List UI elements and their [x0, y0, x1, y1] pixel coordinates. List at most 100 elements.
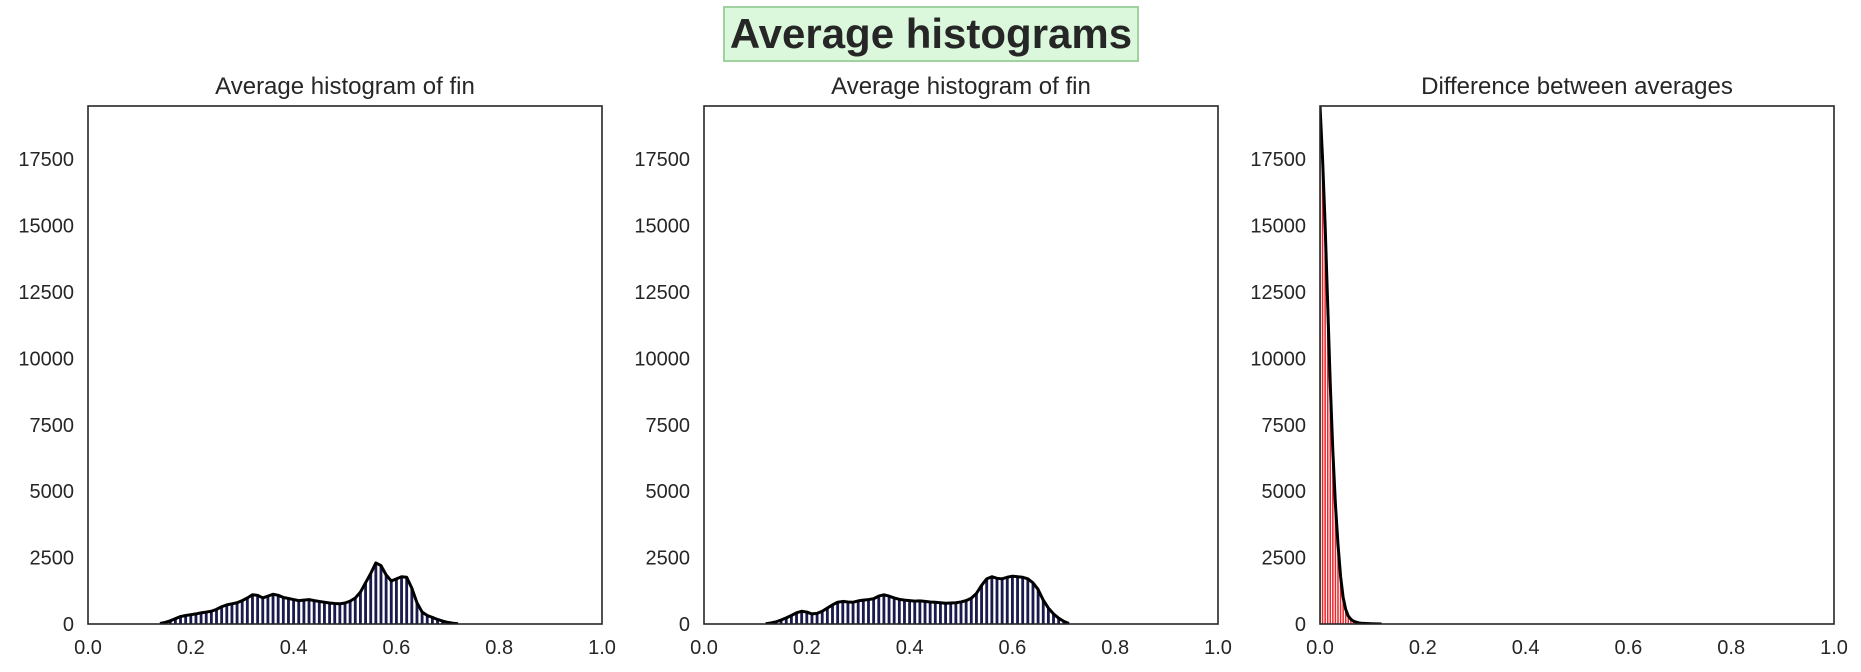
plot-area-1 — [158, 561, 460, 624]
y-tick-label: 5000 — [646, 481, 691, 503]
x-tick-label: 0.6 — [998, 637, 1026, 659]
y-tick-label: 0 — [1295, 614, 1306, 636]
histogram-bar — [400, 576, 403, 624]
histogram-bar — [985, 578, 989, 624]
histogram-bar — [276, 595, 280, 624]
histogram-bar — [836, 602, 840, 624]
histogram-bar — [959, 601, 963, 624]
y-tick-label: 0 — [679, 614, 690, 636]
histogram-bar — [251, 594, 254, 624]
histogram-bar — [353, 597, 357, 624]
y-tick-label: 15000 — [634, 216, 690, 238]
histogram-bar — [1337, 544, 1339, 624]
histogram-bar — [928, 601, 932, 624]
histogram-bar — [964, 600, 968, 624]
histogram-bar — [333, 603, 337, 624]
histogram-bar — [784, 617, 788, 624]
histogram-bar — [995, 578, 999, 624]
histogram-bar — [235, 602, 239, 624]
x-tick-label: 0.8 — [485, 637, 513, 659]
histogram-bar — [831, 604, 834, 624]
histogram-bar — [969, 598, 973, 624]
histogram-bar — [949, 603, 953, 624]
histogram-bar — [1324, 225, 1326, 624]
histogram-bar — [954, 602, 958, 624]
y-tick-label: 10000 — [1250, 348, 1306, 370]
y-tick-label: 15000 — [1250, 216, 1306, 238]
y-tick-label: 2500 — [30, 548, 75, 570]
histogram-bar — [825, 608, 829, 624]
histogram-bar — [903, 600, 906, 624]
x-tick-label: 0.6 — [1614, 637, 1642, 659]
axes-frame — [87, 105, 603, 625]
y-tick-label: 7500 — [646, 415, 691, 437]
histogram-bar — [810, 613, 814, 624]
histogram-bar — [364, 582, 367, 624]
x-tick-label: 1.0 — [1204, 637, 1232, 659]
x-tick-label: 0.4 — [896, 637, 924, 659]
histogram-bar — [317, 601, 321, 624]
histogram-bar — [877, 596, 881, 624]
histogram-bar — [1332, 451, 1334, 624]
histogram-bar — [861, 600, 865, 624]
histogram-bar — [436, 619, 439, 624]
histogram-bar — [1334, 504, 1337, 624]
figure-suptitle-box: Average histograms — [723, 6, 1139, 62]
x-tick-label: 0.4 — [1512, 637, 1540, 659]
histogram-bar — [892, 597, 896, 624]
histogram-bar — [240, 600, 244, 624]
histogram-bar — [256, 595, 260, 624]
histogram-bar — [369, 573, 373, 624]
histogram-bar — [918, 600, 922, 624]
histogram-bar — [1347, 616, 1350, 624]
histogram-bar — [394, 578, 398, 624]
histogram-bar — [343, 603, 347, 624]
histogram-bar — [1046, 608, 1050, 624]
histogram-bar — [415, 602, 419, 624]
histogram-bar — [173, 618, 177, 624]
histogram-bar — [425, 615, 429, 624]
histogram-bar — [312, 600, 316, 624]
histogram-bar — [199, 612, 203, 624]
y-tick-label: 15000 — [18, 216, 74, 238]
histogram-bar — [1010, 576, 1014, 624]
histogram-bar — [867, 599, 870, 624]
histogram-bar — [1036, 589, 1040, 624]
y-tick-label: 12500 — [1250, 282, 1306, 304]
histogram-bar — [168, 620, 172, 624]
x-tick-label: 1.0 — [1820, 637, 1848, 659]
histogram-bar — [405, 577, 409, 624]
histogram-bar — [302, 600, 306, 624]
histogram-bar — [975, 593, 978, 624]
histogram-outline — [159, 561, 459, 624]
histogram-bar — [800, 611, 804, 624]
histogram-bar — [795, 612, 798, 624]
histogram-bar — [261, 597, 265, 624]
histogram-bar — [1021, 577, 1025, 624]
histogram-bar — [359, 592, 362, 624]
histogram-bar — [194, 613, 198, 624]
histogram-bar — [297, 600, 301, 624]
histogram-bar — [779, 620, 783, 624]
x-tick-label: 0.2 — [177, 637, 205, 659]
x-tick-label: 0.8 — [1101, 637, 1129, 659]
y-tick-label: 12500 — [634, 282, 690, 304]
x-tick-label: 1.0 — [588, 637, 616, 659]
histogram-bar — [1321, 159, 1324, 624]
histogram-outline — [1320, 106, 1382, 624]
x-tick-label: 0.4 — [280, 637, 308, 659]
y-tick-label: 17500 — [1250, 149, 1306, 171]
y-tick-label: 10000 — [18, 348, 74, 370]
histogram-bar — [990, 576, 994, 624]
histogram-bar — [944, 603, 947, 624]
y-tick-label: 5000 — [1262, 481, 1307, 503]
plot-area-3 — [1320, 106, 1383, 624]
histogram-bar — [1000, 578, 1004, 624]
histogram-bar — [292, 599, 296, 624]
y-tick-label: 2500 — [1262, 548, 1307, 570]
chart-title: Average histogram of fin — [215, 73, 475, 100]
x-tick-label: 0.8 — [1717, 637, 1745, 659]
y-tick-label: 7500 — [1262, 415, 1307, 437]
chart-panel-3: Difference between averages 0.0 0.2 0.4 0.6 0… — [1250, 73, 1848, 659]
histogram-bar — [220, 606, 224, 624]
